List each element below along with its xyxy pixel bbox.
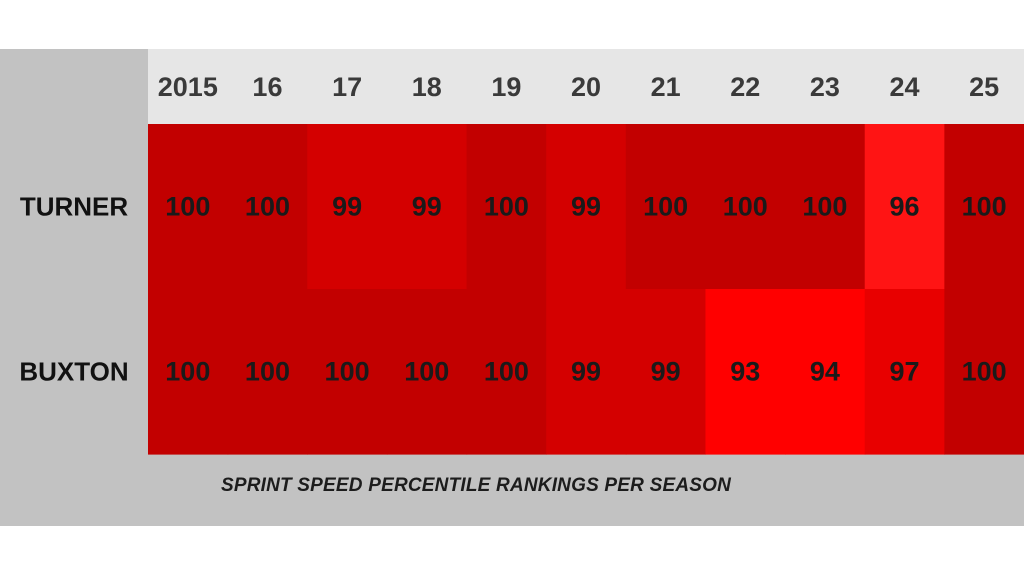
cell-value-buxton-19: 100 (484, 357, 529, 387)
cell-value-turner-2015: 100 (165, 192, 210, 222)
heatmap-cell-turner-20 (546, 124, 627, 290)
column-label-2015: 2015 (158, 72, 218, 102)
heatmap-cell-buxton-17 (307, 289, 388, 455)
column-label-25: 25 (969, 72, 999, 102)
row-label-buxton: BUXTON (19, 357, 128, 387)
chart-caption: SPRINT SPEED PERCENTILE RANKINGS PER SEA… (220, 475, 732, 496)
column-label-17: 17 (332, 72, 362, 102)
heatmap-cell-turner-19 (466, 124, 547, 290)
column-label-19: 19 (491, 72, 521, 102)
heatmap-cell-turner-21 (625, 124, 707, 290)
column-label-18: 18 (412, 72, 442, 102)
heatmap-cell-buxton-21 (625, 289, 707, 455)
heatmap-cell-turner-18 (386, 124, 468, 290)
row-labels: TURNER BUXTON (19, 192, 128, 387)
heatmap-cell-turner-24 (864, 124, 945, 290)
cell-value-buxton-2015: 100 (165, 357, 210, 387)
cell-value-turner-20: 99 (571, 192, 601, 222)
cell-value-turner-18: 99 (412, 192, 442, 222)
heatmap-cell-buxton-24 (864, 289, 945, 455)
cell-value-buxton-21: 99 (651, 357, 681, 387)
heatmap-cell-buxton-22 (705, 289, 786, 455)
heatmap-cell-buxton-2015 (148, 289, 229, 455)
cell-values: 100 100 99 99 100 99 100 100 100 96 100 100 100 100 10… (165, 192, 1006, 387)
heatmap-cell-buxton-18 (386, 289, 468, 455)
heatmap-cell-buxton-20 (546, 289, 627, 455)
heatmap-cell-buxton-23 (785, 289, 866, 455)
heatmap-cell-turner-23 (785, 124, 866, 290)
cell-value-buxton-25: 100 (962, 357, 1007, 387)
column-label-23: 23 (810, 72, 840, 102)
row-label-turner: TURNER (20, 192, 129, 222)
column-label-21: 21 (651, 72, 681, 102)
cell-value-turner-25: 100 (962, 192, 1007, 222)
cell-value-buxton-22: 93 (730, 357, 760, 387)
column-labels: 2015 16 17 18 19 20 21 22 23 24 25 (158, 72, 999, 102)
cell-value-turner-17: 99 (332, 192, 362, 222)
heatmap-cell-buxton-16 (227, 289, 308, 455)
column-label-24: 24 (890, 72, 920, 102)
heatmap-cell-turner-16 (227, 124, 308, 290)
header-band (148, 49, 1024, 124)
cell-value-turner-19: 100 (484, 192, 529, 222)
cell-value-buxton-23: 94 (810, 357, 840, 387)
heatmap-cell-turner-22 (705, 124, 786, 290)
heatmap-cell-turner-17 (307, 124, 388, 290)
cell-value-buxton-20: 99 (571, 357, 601, 387)
cell-value-buxton-24: 97 (890, 357, 920, 387)
cell-value-turner-22: 100 (723, 192, 768, 222)
cell-value-buxton-17: 100 (325, 357, 370, 387)
cell-value-turner-23: 100 (802, 192, 847, 222)
heatmap-cell-buxton-19 (466, 289, 547, 455)
column-label-16: 16 (252, 72, 282, 102)
heatmap-cell-buxton-25 (944, 289, 1024, 455)
column-label-22: 22 (730, 72, 760, 102)
heatmap-cell-turner-2015 (148, 124, 229, 290)
cell-value-buxton-16: 100 (245, 357, 290, 387)
cell-value-buxton-18: 100 (404, 357, 449, 387)
column-label-20: 20 (571, 72, 601, 102)
heatmap-cell-turner-25 (944, 124, 1024, 290)
cell-value-turner-24: 96 (890, 192, 920, 222)
cell-value-turner-16: 100 (245, 192, 290, 222)
cell-value-turner-21: 100 (643, 192, 688, 222)
heatmap-cells (148, 124, 1024, 455)
